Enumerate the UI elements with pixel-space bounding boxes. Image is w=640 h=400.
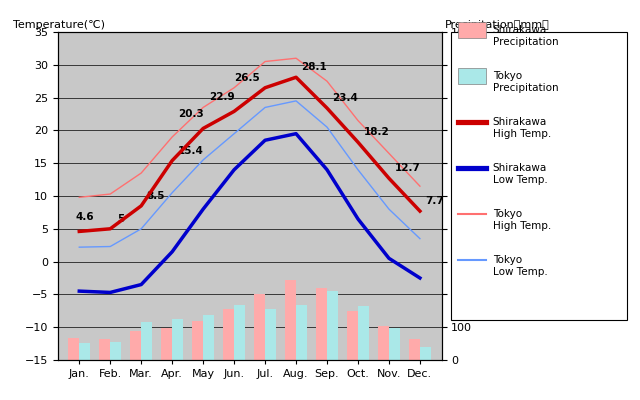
Bar <box>327 291 338 360</box>
Bar <box>265 310 276 360</box>
Bar <box>285 280 296 360</box>
Text: Shirakawa: Shirakawa <box>493 117 547 127</box>
Text: Shirakawa: Shirakawa <box>493 163 547 173</box>
Bar <box>316 288 327 360</box>
Text: 8.5: 8.5 <box>147 191 165 201</box>
Bar <box>131 331 141 360</box>
Text: Shirakawa: Shirakawa <box>493 25 547 35</box>
Text: 20.3: 20.3 <box>178 109 204 119</box>
Text: High Temp.: High Temp. <box>493 129 551 139</box>
Text: Precipitation（mm）: Precipitation（mm） <box>445 20 550 30</box>
Bar <box>409 339 420 360</box>
Bar <box>172 319 183 360</box>
Text: 5: 5 <box>117 214 124 224</box>
Text: High Temp.: High Temp. <box>493 221 551 231</box>
Text: 4.6: 4.6 <box>75 212 93 222</box>
Text: Tokyo: Tokyo <box>493 209 522 219</box>
Bar <box>378 326 389 360</box>
Text: 12.7: 12.7 <box>394 163 420 173</box>
Bar <box>296 305 307 360</box>
Text: Precipitation: Precipitation <box>493 37 559 47</box>
Text: Tokyo: Tokyo <box>493 71 522 81</box>
Bar <box>110 342 121 360</box>
Bar <box>141 322 152 360</box>
Text: Low Temp.: Low Temp. <box>493 175 548 185</box>
Bar <box>223 309 234 360</box>
Text: 22.9: 22.9 <box>209 92 235 102</box>
Bar <box>192 321 203 360</box>
Bar <box>68 338 79 360</box>
Text: Precipitation: Precipitation <box>493 83 559 93</box>
Bar <box>234 305 245 360</box>
Bar <box>161 328 172 360</box>
Bar <box>254 294 265 360</box>
Bar <box>358 306 369 360</box>
Bar <box>203 315 214 360</box>
Text: 15.4: 15.4 <box>178 146 204 156</box>
Text: 18.2: 18.2 <box>364 127 389 137</box>
Text: Low Temp.: Low Temp. <box>493 267 548 277</box>
Text: Tokyo: Tokyo <box>493 255 522 265</box>
Text: 23.4: 23.4 <box>333 93 358 103</box>
Text: 26.5: 26.5 <box>234 73 260 83</box>
Bar <box>79 343 90 360</box>
Text: Temperature(℃): Temperature(℃) <box>13 20 105 30</box>
Text: 28.1: 28.1 <box>301 62 327 72</box>
Bar <box>99 339 110 360</box>
Bar <box>420 347 431 360</box>
Bar <box>347 312 358 360</box>
Bar <box>389 328 400 360</box>
Text: 7.7: 7.7 <box>426 196 444 206</box>
